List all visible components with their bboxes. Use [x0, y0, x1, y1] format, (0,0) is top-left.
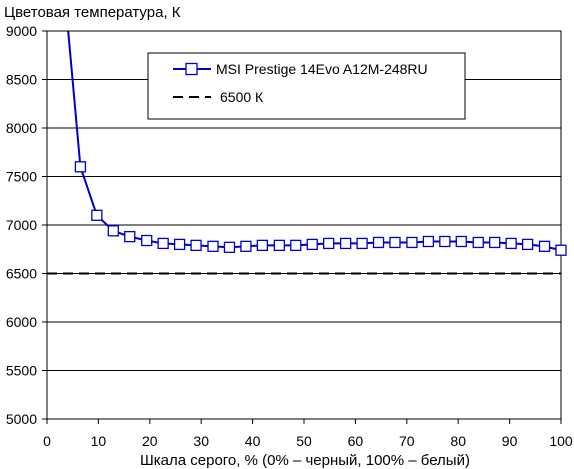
y-tick-label: 5000	[6, 411, 37, 427]
x-tick-label: 40	[245, 433, 261, 449]
data-point-marker	[74, 161, 87, 173]
x-tick-label: 60	[348, 433, 364, 449]
data-point-marker	[472, 236, 484, 249]
data-point-marker	[389, 236, 401, 249]
data-point-marker	[273, 239, 285, 252]
y-tick-label: 7500	[6, 169, 37, 185]
legend-swatch-msi-marker	[185, 62, 198, 76]
x-tick-label: 20	[142, 433, 158, 449]
data-point-marker	[141, 234, 153, 247]
legend-label-6500: 6500 К	[220, 89, 264, 105]
y-tick-label: 5500	[6, 363, 37, 379]
data-point-marker	[356, 237, 368, 250]
data-point-marker	[323, 237, 335, 250]
data-point-marker	[521, 238, 534, 251]
data-point-marker	[107, 225, 119, 237]
data-point-marker	[489, 236, 501, 249]
y-axis-ticks: 5000 5500 6000 6500 7000 7500 8000 8500 9000	[6, 23, 47, 427]
y-tick-label: 7000	[6, 217, 37, 233]
data-point-marker	[406, 236, 418, 249]
x-tick-label: 30	[193, 433, 209, 449]
data-point-marker	[439, 235, 451, 248]
legend-label-msi: MSI Prestige 14Evo A12M-248RU	[216, 61, 428, 77]
data-point-marker	[91, 209, 103, 221]
x-tick-label: 50	[296, 433, 312, 449]
data-point-marker	[124, 230, 136, 243]
data-point-marker	[256, 239, 269, 252]
data-point-marker	[306, 238, 318, 251]
data-point-marker	[290, 239, 302, 252]
data-point-marker	[190, 239, 202, 252]
y-tick-label: 8500	[6, 72, 37, 88]
y-tick-label: 8000	[6, 120, 37, 136]
data-point-marker	[173, 238, 186, 251]
y-tick-label: 9000	[6, 23, 37, 39]
x-axis-ticks: 0 10 20 30 40 50 60 70 80 90 100	[43, 419, 573, 449]
x-tick-label: 70	[399, 433, 415, 449]
data-point-marker	[555, 244, 567, 256]
data-point-marker	[455, 235, 467, 248]
data-point-marker	[240, 240, 252, 252]
data-point-marker	[223, 241, 236, 253]
x-tick-label: 100	[549, 433, 573, 449]
data-point-marker	[339, 237, 352, 250]
y-tick-label: 6500	[6, 266, 37, 282]
x-tick-label: 10	[91, 433, 107, 449]
x-tick-label: 90	[502, 433, 518, 449]
grid-lines	[47, 79, 561, 371]
y-axis-title: Цветовая температура, К	[4, 4, 181, 21]
x-tick-label: 0	[43, 433, 51, 449]
data-point-marker	[372, 236, 385, 249]
data-point-marker	[422, 235, 435, 248]
data-point-marker	[157, 237, 169, 250]
y-tick-label: 6000	[6, 314, 37, 330]
legend: MSI Prestige 14Evo A12M-248RU 6500 К	[147, 52, 466, 120]
x-tick-label: 80	[450, 433, 466, 449]
data-point-marker	[538, 240, 551, 252]
data-point-marker	[207, 240, 219, 252]
data-point-marker	[505, 237, 517, 250]
x-axis-title: Шкала серого, % (0% – черный, 100% – бел…	[140, 452, 470, 469]
legend-box	[147, 52, 466, 120]
